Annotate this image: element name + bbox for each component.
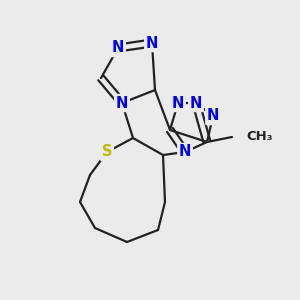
Text: N: N [172,95,184,110]
Text: CH₃: CH₃ [246,130,272,143]
Text: N: N [112,40,124,56]
Text: N: N [146,35,158,50]
Text: S: S [102,145,112,160]
Text: N: N [179,145,191,160]
Text: N: N [190,95,202,110]
Text: N: N [207,109,219,124]
Text: N: N [116,95,128,110]
